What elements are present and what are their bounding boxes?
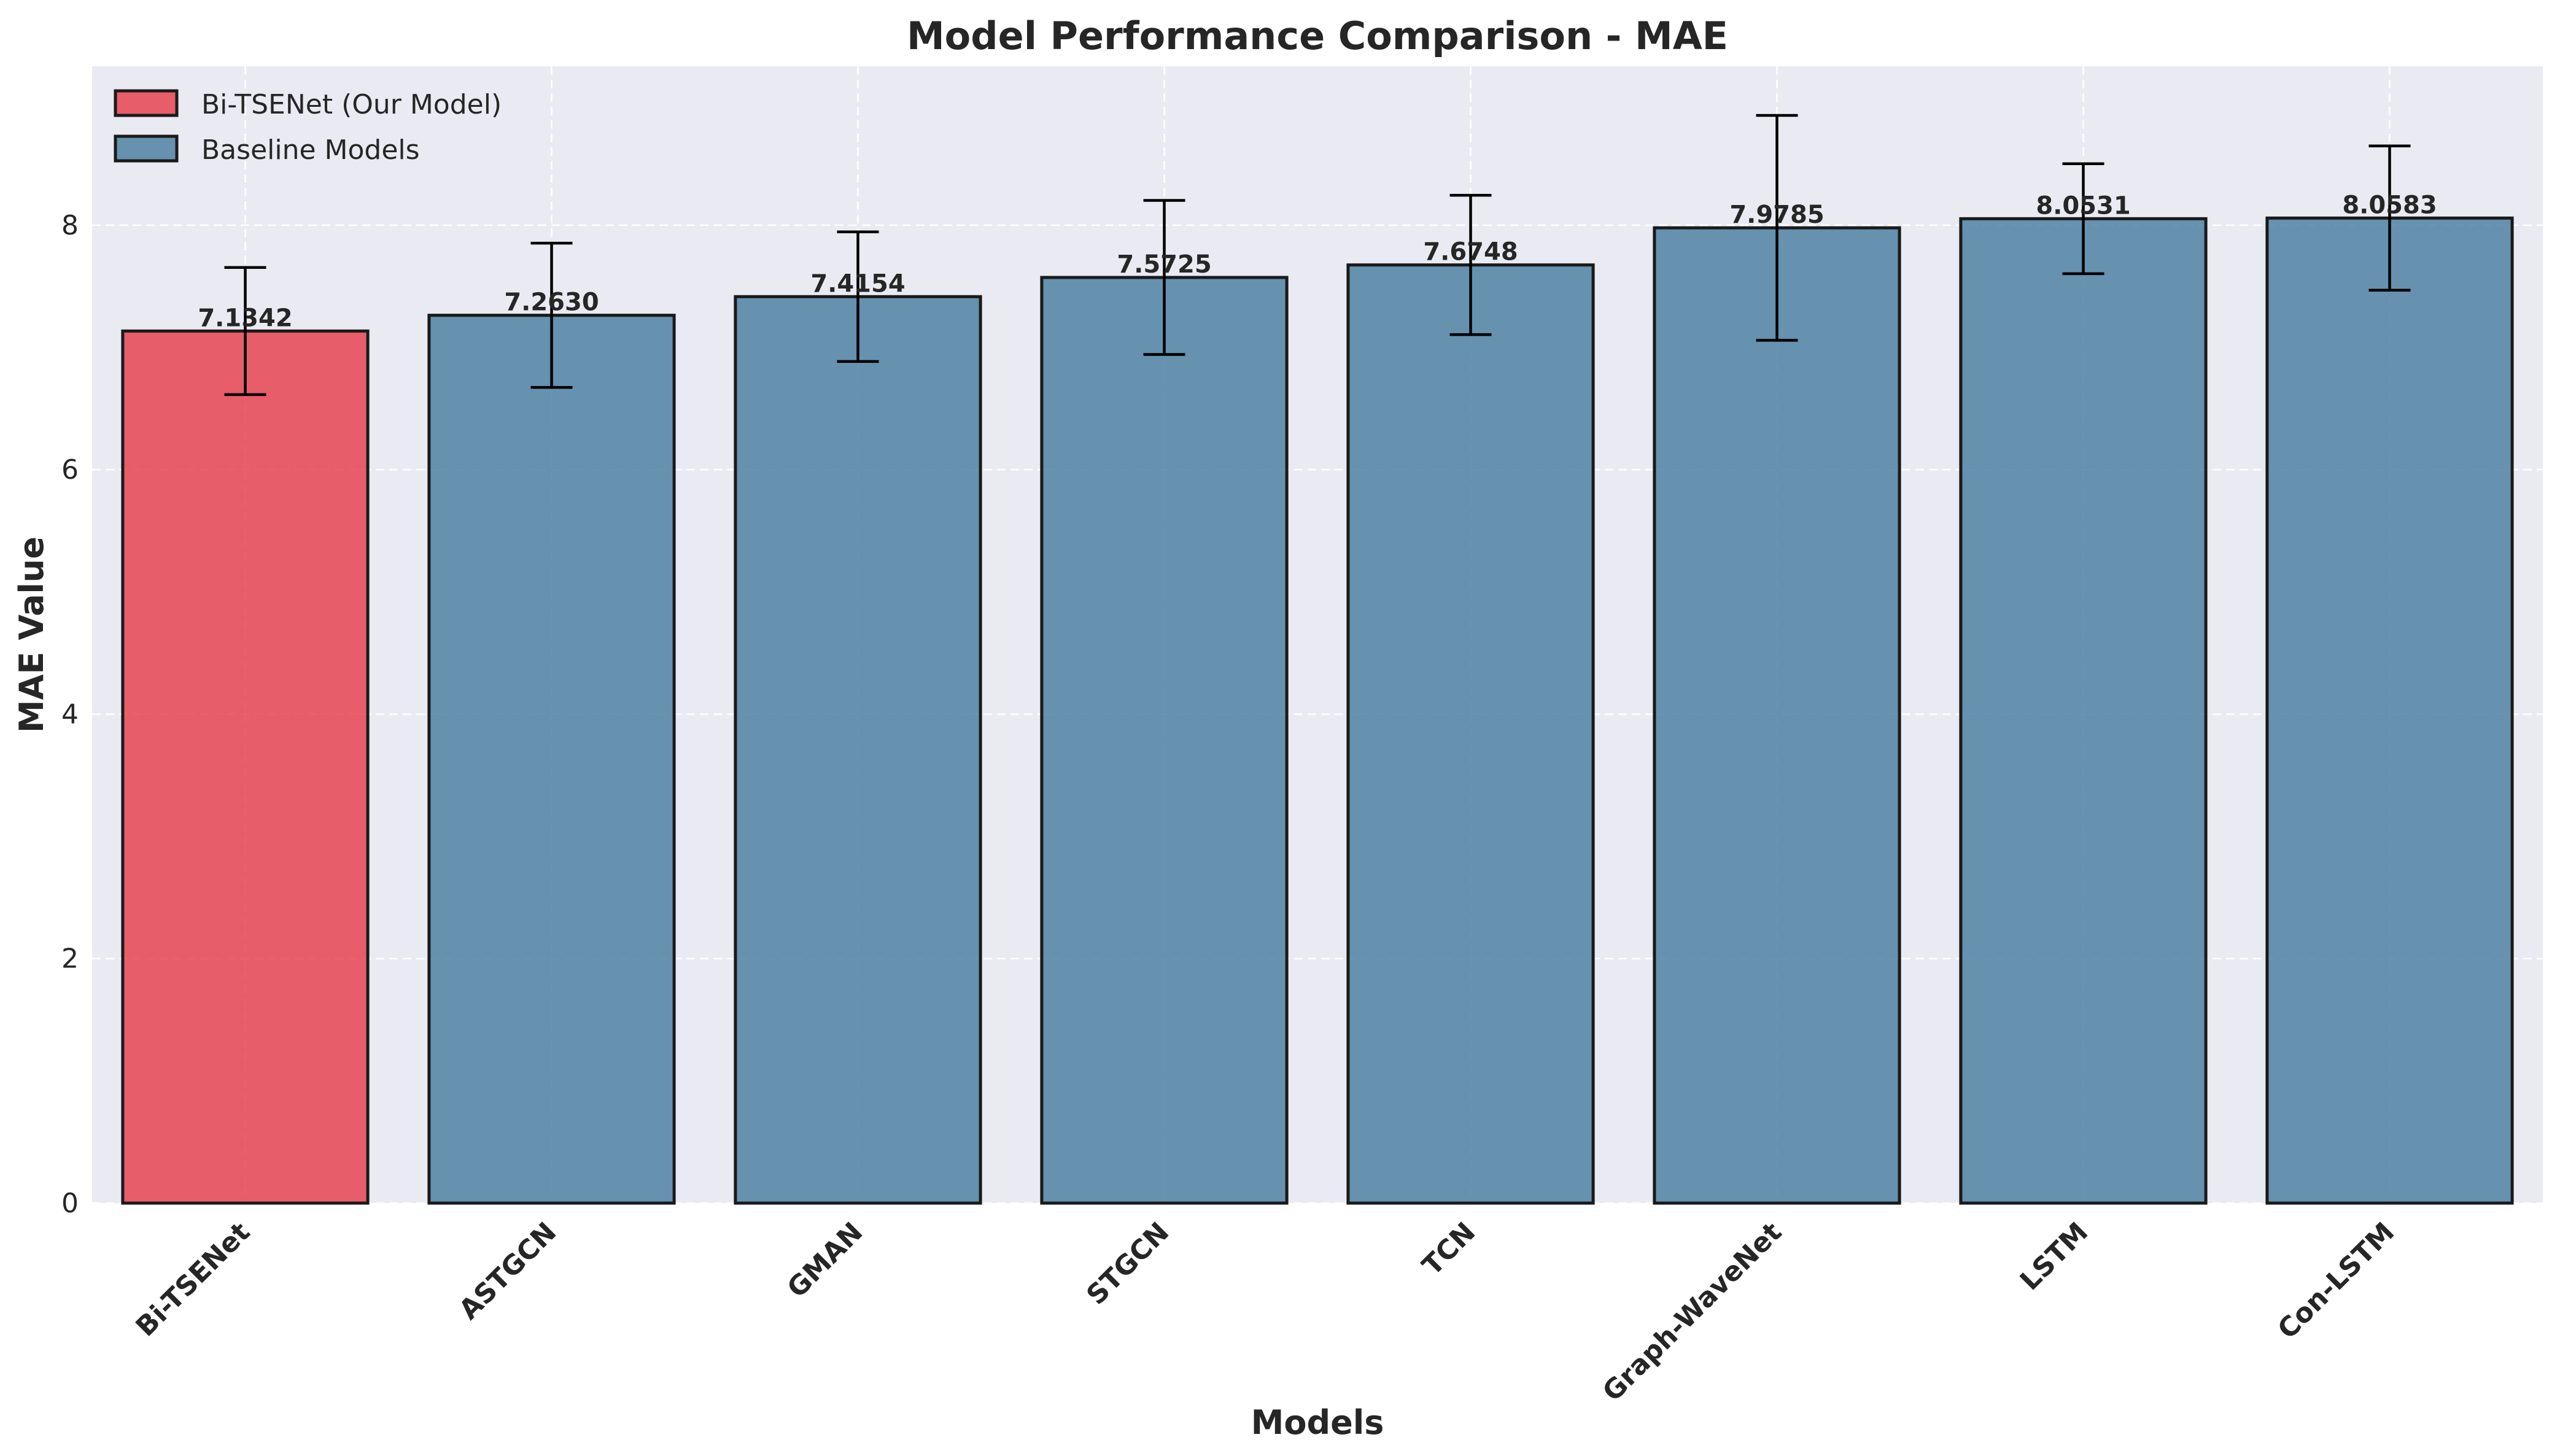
error-bars bbox=[224, 114, 2411, 397]
legend: Bi-TSENet (Our Model) Baseline Models bbox=[114, 89, 502, 166]
y-tick-label: 6 bbox=[61, 454, 79, 486]
bar-lstm bbox=[1959, 217, 2208, 1205]
bar-bi-tsenet bbox=[121, 329, 370, 1205]
bar-value-label: 7.4154 bbox=[810, 269, 905, 298]
y-tick-label: 8 bbox=[61, 210, 79, 241]
bar-tcn bbox=[1346, 263, 1595, 1205]
x-axis-label: Models bbox=[1251, 1403, 1384, 1442]
bars bbox=[121, 216, 2514, 1205]
legend-swatch-baseline bbox=[114, 134, 179, 163]
chart-title: Model Performance Comparison - MAE bbox=[907, 14, 1728, 58]
y-tick-label: 0 bbox=[61, 1188, 79, 1219]
bar-value-label: 7.1342 bbox=[198, 304, 292, 332]
bar-value-label: 7.5725 bbox=[1117, 250, 1211, 279]
legend-swatch-ours bbox=[114, 89, 179, 117]
y-axis-label: MAE Value bbox=[12, 536, 51, 733]
legend-label-baseline: Baseline Models bbox=[201, 134, 420, 166]
legend-label-ours: Bi-TSENet (Our Model) bbox=[201, 89, 502, 120]
y-tick-label: 4 bbox=[61, 699, 79, 730]
bar-value-label: 7.2630 bbox=[504, 288, 599, 317]
bar-value-label: 8.0531 bbox=[2036, 192, 2130, 220]
bar-value-label: 8.0583 bbox=[2342, 191, 2437, 219]
bar-astgcn bbox=[427, 314, 676, 1205]
bar-value-label: 7.6748 bbox=[1423, 238, 1518, 266]
y-axis-ticks: 0 2 4 6 8 bbox=[61, 210, 79, 1219]
bar-graph-wavenet bbox=[1653, 226, 1901, 1205]
bar-value-label: 7.9785 bbox=[1729, 201, 1824, 229]
bar-value-labels: 7.1342 7.2630 7.4154 7.5725 7.6748 7.9785 8.05… bbox=[198, 191, 2437, 332]
bar-gman bbox=[734, 295, 982, 1205]
bar-con-lstm bbox=[2265, 216, 2514, 1205]
y-tick-label: 2 bbox=[61, 943, 79, 975]
bar-stgcn bbox=[1040, 276, 1289, 1205]
